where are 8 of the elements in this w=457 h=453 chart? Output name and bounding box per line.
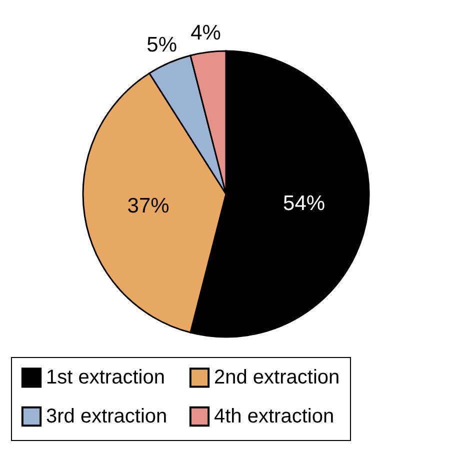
data-label: 4% [190,22,221,45]
legend-label: 4th extraction [214,406,334,428]
data-label: 5% [146,34,178,57]
legend-label: 3rd extraction [46,406,168,428]
data-label: 37% [127,194,170,218]
legend-label: 2nd extraction [214,366,340,389]
data-label: 54% [283,192,326,215]
legend-label: 1st extraction [46,366,165,389]
